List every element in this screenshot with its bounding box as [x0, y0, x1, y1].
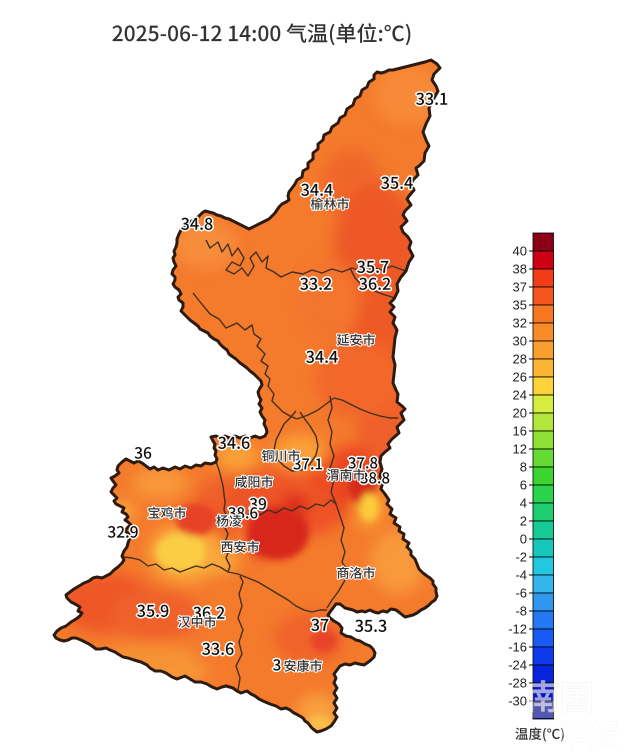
svg-text:4: 4: [520, 496, 527, 511]
svg-text:-2: -2: [515, 550, 527, 565]
svg-text:0: 0: [520, 532, 527, 547]
svg-text:-24: -24: [508, 658, 527, 673]
svg-text:-28: -28: [508, 676, 527, 691]
svg-text:38: 38: [513, 262, 527, 277]
svg-text:20: 20: [513, 406, 527, 421]
svg-text:32: 32: [513, 316, 527, 331]
svg-text:40: 40: [513, 244, 527, 259]
svg-text:-4: -4: [515, 568, 527, 583]
svg-text:2: 2: [520, 514, 527, 529]
svg-text:16: 16: [513, 424, 527, 439]
svg-text:26: 26: [513, 370, 527, 385]
svg-text:37: 37: [513, 280, 527, 295]
svg-text:12: 12: [513, 442, 527, 457]
svg-text:8: 8: [520, 460, 527, 475]
svg-text:-16: -16: [508, 640, 527, 655]
svg-text:35: 35: [513, 298, 527, 313]
svg-text:30: 30: [513, 334, 527, 349]
svg-text:24: 24: [513, 388, 527, 403]
svg-text:-8: -8: [515, 604, 527, 619]
svg-text:-12: -12: [508, 622, 527, 637]
svg-text:28: 28: [513, 352, 527, 367]
svg-text:6: 6: [520, 478, 527, 493]
svg-text:-30: -30: [508, 694, 527, 709]
svg-text:-6: -6: [515, 586, 527, 601]
